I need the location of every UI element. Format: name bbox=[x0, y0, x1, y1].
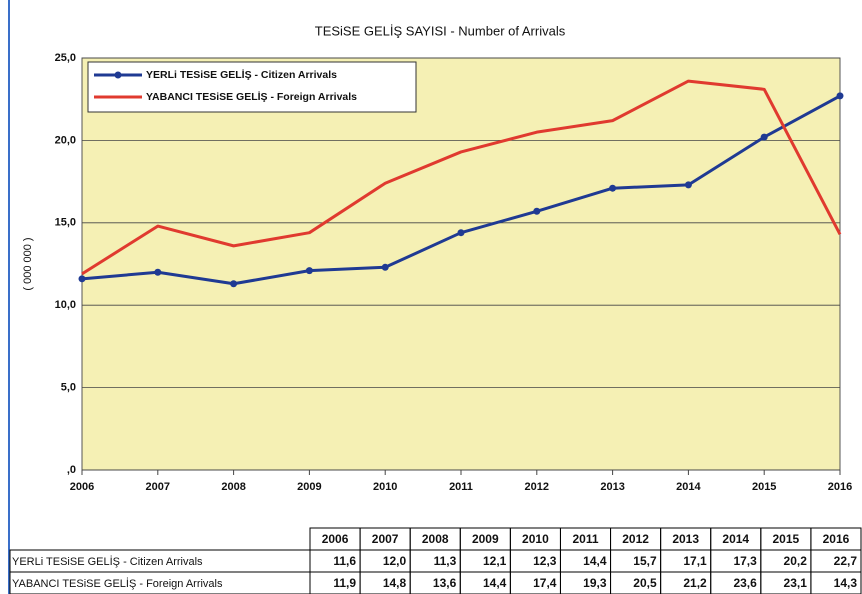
table-row-label: YERLi TESiSE GELİŞ - Citizen Arrivals bbox=[12, 555, 203, 568]
table-header: 2013 bbox=[672, 532, 699, 546]
table-header: 2006 bbox=[322, 532, 349, 546]
marker bbox=[381, 263, 389, 271]
legend-box bbox=[87, 61, 417, 113]
x-tick-label: 2014 bbox=[676, 481, 701, 493]
table-value: 14,4 bbox=[483, 576, 507, 590]
table-header: 2012 bbox=[622, 532, 649, 546]
y-tick-label: 15,0 bbox=[55, 217, 76, 229]
x-tick-label: 2015 bbox=[752, 481, 776, 493]
table-value: 12,3 bbox=[533, 554, 557, 568]
x-tick-label: 2007 bbox=[146, 481, 170, 493]
table-value: 14,4 bbox=[583, 554, 607, 568]
plot-area bbox=[81, 57, 841, 471]
table-value: 14,3 bbox=[834, 576, 858, 590]
x-tick-label: 2013 bbox=[600, 481, 624, 493]
x-tick-label: 2010 bbox=[373, 481, 397, 493]
table-value: 11,9 bbox=[333, 576, 356, 590]
table-value: 20,2 bbox=[784, 554, 808, 568]
table-value: 17,3 bbox=[733, 554, 757, 568]
marker bbox=[684, 181, 692, 189]
legend-marker bbox=[114, 71, 122, 79]
table-value: 19,3 bbox=[583, 576, 607, 590]
table-header: 2016 bbox=[823, 532, 850, 546]
table-header: 2010 bbox=[522, 532, 549, 546]
table-value: 11,6 bbox=[333, 554, 356, 568]
x-tick-label: 2006 bbox=[70, 481, 94, 493]
y-tick-label: ,0 bbox=[67, 464, 76, 476]
marker bbox=[305, 267, 313, 275]
x-tick-label: 2016 bbox=[828, 481, 852, 493]
table-value: 12,0 bbox=[383, 554, 407, 568]
y-tick-label: 10,0 bbox=[55, 299, 76, 311]
table-cell bbox=[810, 527, 862, 594]
x-tick-label: 2011 bbox=[449, 481, 473, 493]
series-line bbox=[81, 79, 842, 276]
marker bbox=[609, 184, 617, 192]
y-axis-label: ( 000 000 ) bbox=[22, 237, 34, 290]
table-header: 2011 bbox=[572, 532, 598, 546]
table-value: 17,4 bbox=[533, 576, 557, 590]
table-value: 21,2 bbox=[683, 576, 707, 590]
x-tick-label: 2008 bbox=[221, 481, 245, 493]
table-value: 22,7 bbox=[834, 554, 858, 568]
marker bbox=[836, 92, 844, 100]
table-value: 17,1 bbox=[683, 554, 707, 568]
table-value: 23,1 bbox=[784, 576, 808, 590]
x-tick-label: 2012 bbox=[525, 481, 549, 493]
table-header: 2007 bbox=[372, 532, 399, 546]
marker bbox=[533, 207, 541, 215]
table-value: 11,3 bbox=[434, 554, 457, 568]
table-header: 2009 bbox=[472, 532, 499, 546]
chart-title: TESiSE GELİŞ SAYISI - Number of Arrivals bbox=[315, 23, 566, 38]
table-header: 2015 bbox=[773, 532, 800, 546]
x-tick-label: 2009 bbox=[297, 481, 321, 493]
table-value: 20,5 bbox=[633, 576, 657, 590]
y-tick-label: 5,0 bbox=[61, 382, 76, 394]
marker bbox=[78, 275, 86, 283]
marker bbox=[154, 268, 162, 276]
marker bbox=[457, 229, 465, 237]
table-header: 2014 bbox=[722, 532, 749, 546]
legend-label: YABANCI TESiSE GELİŞ - Foreign Arrivals bbox=[146, 90, 357, 103]
table-header: 2008 bbox=[422, 532, 449, 546]
table-row-label: YABANCI TESiSE GELİŞ - Foreign Arrivals bbox=[12, 577, 223, 590]
table-value: 13,6 bbox=[433, 576, 457, 590]
marker bbox=[760, 133, 768, 141]
legend-label: YERLi TESiSE GELİŞ - Citizen Arrivals bbox=[146, 68, 337, 81]
table-value: 14,8 bbox=[383, 576, 407, 590]
marker bbox=[230, 280, 238, 288]
table-value: 15,7 bbox=[633, 554, 657, 568]
y-tick-label: 25,0 bbox=[55, 52, 76, 64]
table-value: 23,6 bbox=[733, 576, 757, 590]
table-value: 12,1 bbox=[483, 554, 507, 568]
y-tick-label: 20,0 bbox=[55, 134, 76, 146]
